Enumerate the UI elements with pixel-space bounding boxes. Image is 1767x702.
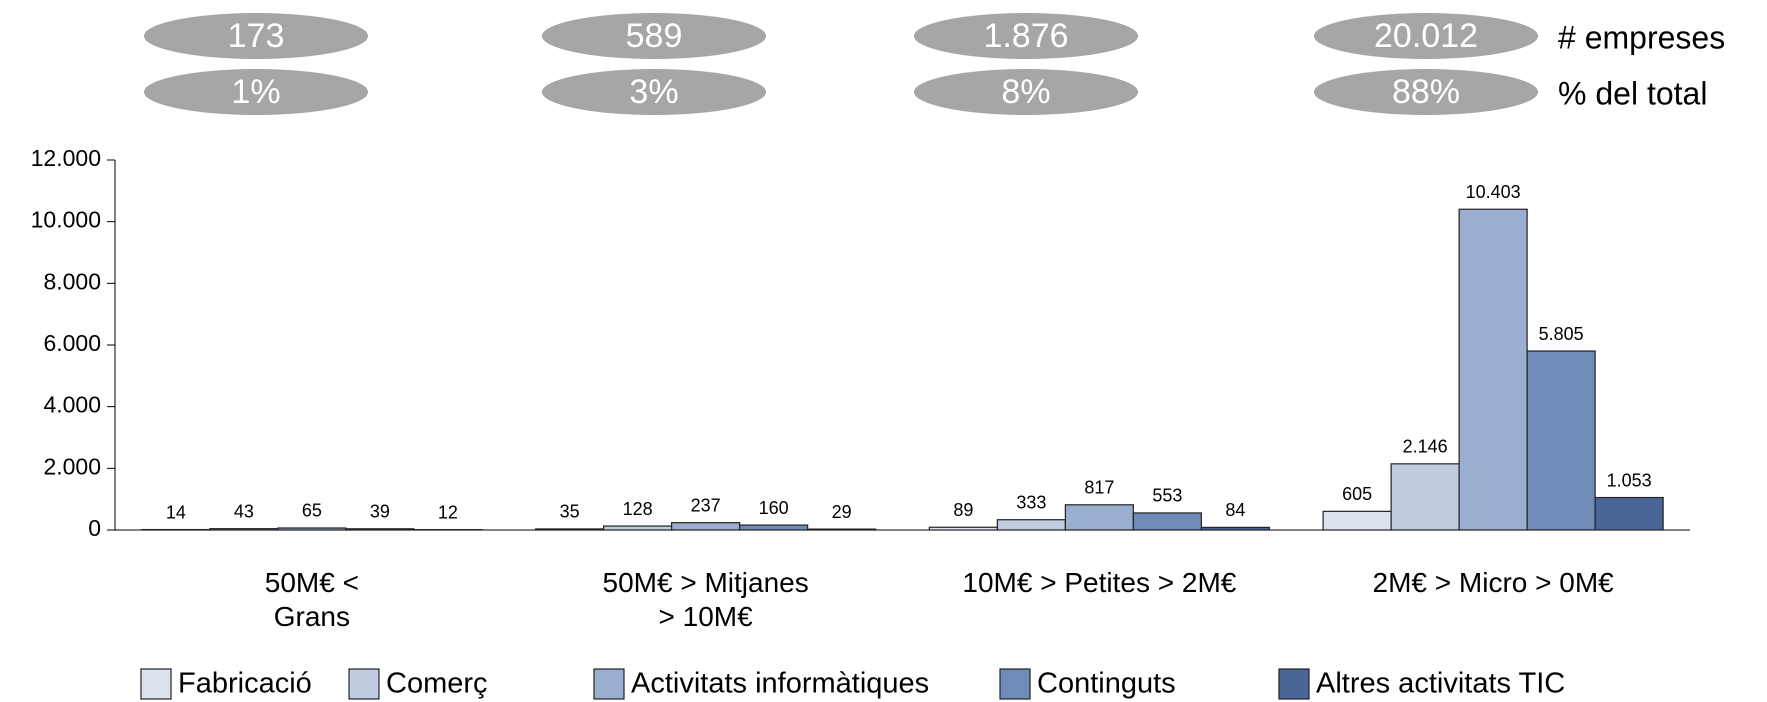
bar: [603, 525, 673, 531]
bar: [535, 528, 605, 531]
bar: [996, 519, 1066, 531]
bar: [928, 526, 998, 531]
legend-label: Activitats informàtiques: [631, 668, 929, 700]
summary-pill: [914, 13, 1138, 59]
bar: [1200, 526, 1270, 531]
data-label: 12: [438, 502, 458, 522]
summary-value: 1.876: [983, 17, 1068, 55]
summary-value: 8%: [1001, 73, 1050, 111]
y-tick-label: 10.000: [31, 207, 101, 233]
summary-pill: [914, 69, 1138, 115]
data-label: 160: [759, 498, 789, 518]
summary-pill: [1314, 69, 1538, 115]
bar: [739, 524, 809, 531]
legend-label: Continguts: [1037, 668, 1176, 700]
data-label: 817: [1084, 478, 1114, 498]
bar: [671, 522, 741, 531]
y-tick-label: 2.000: [43, 453, 101, 479]
data-label: 10.403: [1466, 182, 1521, 202]
bar: [1458, 208, 1528, 531]
data-label: 89: [953, 500, 973, 520]
summary-value: 20.012: [1374, 17, 1478, 55]
summary-pill: [144, 13, 368, 59]
bar: [345, 528, 415, 531]
bar: [1132, 512, 1202, 531]
y-tick-label: 4.000: [43, 392, 101, 418]
data-label: 1.053: [1607, 470, 1652, 490]
data-label: 65: [302, 501, 322, 521]
bar: [277, 527, 347, 531]
data-label: 84: [1225, 500, 1245, 520]
data-label: 29: [832, 502, 852, 522]
summary-value: 88%: [1392, 73, 1460, 111]
x-tick-label: 10M€ > Petites > 2M€: [962, 567, 1237, 598]
summary-pill: [542, 69, 766, 115]
x-tick-label: 50M€ < Grans: [264, 567, 359, 632]
data-label: 35: [560, 502, 580, 522]
bar: [209, 528, 279, 531]
data-label: 237: [691, 495, 721, 515]
summary-label: # empreses: [1558, 19, 1725, 55]
bar: [1064, 504, 1134, 531]
data-label: 333: [1016, 492, 1046, 512]
data-label: 553: [1152, 486, 1182, 506]
summary-pill: [1314, 13, 1538, 59]
data-label: 39: [370, 502, 390, 522]
bar: [1594, 496, 1664, 531]
summary-pill: [542, 13, 766, 59]
summary-label: % del total: [1558, 75, 1707, 111]
legend-label: Fabricació: [178, 668, 312, 700]
legend-label: Altres activitats TIC: [1316, 668, 1565, 700]
legend-swatch: [140, 668, 172, 700]
data-label: 5.805: [1539, 324, 1584, 344]
legend-swatch: [593, 668, 625, 700]
summary-value: 3%: [629, 73, 678, 111]
summary-value: 1%: [231, 73, 280, 111]
x-tick-label: 2M€ > Micro > 0M€: [1372, 567, 1614, 598]
legend-label: Comerç: [386, 668, 488, 700]
bar: [1526, 350, 1596, 531]
data-label: 2.146: [1403, 437, 1448, 457]
x-tick-label: 50M€ > Mitjanes > 10M€: [602, 567, 809, 632]
bar: [1322, 510, 1392, 531]
data-label: 14: [166, 502, 186, 522]
legend-swatch: [999, 668, 1031, 700]
y-tick-label: 6.000: [43, 330, 101, 356]
data-label: 605: [1342, 484, 1372, 504]
y-tick-label: 8.000: [43, 268, 101, 294]
bar: [1390, 463, 1460, 531]
summary-value: 173: [228, 17, 285, 55]
summary-value: 589: [626, 17, 683, 55]
bar: [807, 528, 877, 531]
legend-swatch: [348, 668, 380, 700]
summary-pill: [144, 69, 368, 115]
data-label: 128: [623, 499, 653, 519]
y-tick-label: 0: [88, 515, 101, 541]
data-label: 43: [234, 501, 254, 521]
legend-swatch: [1278, 668, 1310, 700]
y-tick-label: 12.000: [31, 145, 101, 171]
